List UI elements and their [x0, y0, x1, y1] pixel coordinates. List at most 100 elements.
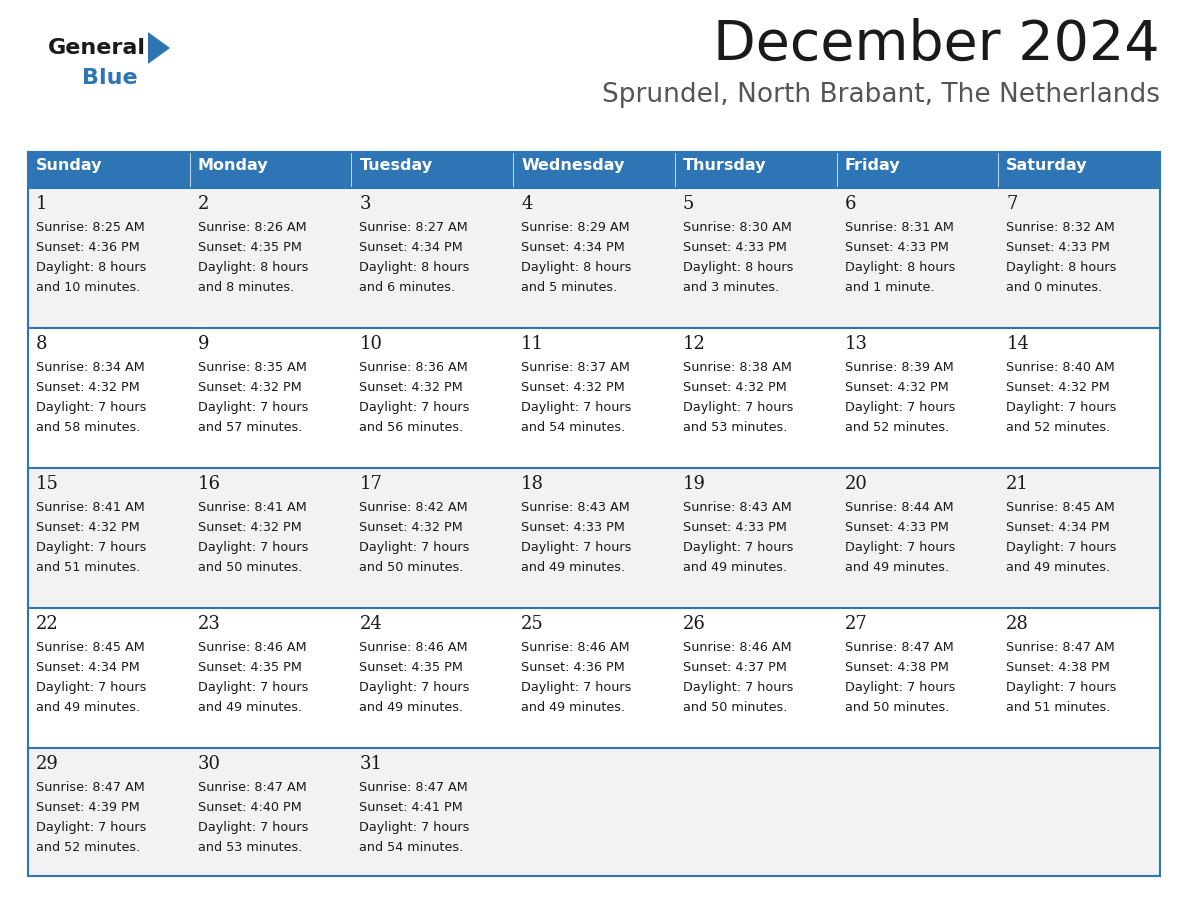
Text: Daylight: 7 hours: Daylight: 7 hours [683, 541, 794, 554]
Text: 18: 18 [522, 475, 544, 493]
Text: Daylight: 7 hours: Daylight: 7 hours [360, 401, 469, 414]
Text: and 49 minutes.: and 49 minutes. [1006, 561, 1111, 574]
Text: and 53 minutes.: and 53 minutes. [683, 421, 788, 434]
Text: and 10 minutes.: and 10 minutes. [36, 281, 140, 294]
Text: 29: 29 [36, 755, 59, 773]
Text: and 51 minutes.: and 51 minutes. [36, 561, 140, 574]
Text: Daylight: 7 hours: Daylight: 7 hours [197, 821, 308, 834]
Text: Sunset: 4:41 PM: Sunset: 4:41 PM [360, 801, 463, 814]
Text: Sunrise: 8:46 AM: Sunrise: 8:46 AM [522, 641, 630, 654]
Text: General: General [48, 38, 146, 58]
Text: and 50 minutes.: and 50 minutes. [683, 701, 788, 714]
Text: Daylight: 7 hours: Daylight: 7 hours [36, 821, 146, 834]
Text: Sunrise: 8:44 AM: Sunrise: 8:44 AM [845, 501, 953, 514]
Text: Daylight: 7 hours: Daylight: 7 hours [683, 401, 794, 414]
Text: Sunset: 4:32 PM: Sunset: 4:32 PM [197, 381, 302, 394]
Text: Sunset: 4:32 PM: Sunset: 4:32 PM [1006, 381, 1110, 394]
Text: Sunset: 4:33 PM: Sunset: 4:33 PM [845, 521, 948, 534]
Text: 21: 21 [1006, 475, 1029, 493]
Bar [29, 748, 1159, 876]
Text: Daylight: 7 hours: Daylight: 7 hours [360, 821, 469, 834]
Text: Sunrise: 8:26 AM: Sunrise: 8:26 AM [197, 221, 307, 234]
Text: Friday: Friday [845, 158, 901, 173]
Text: and 49 minutes.: and 49 minutes. [845, 561, 949, 574]
Text: Daylight: 7 hours: Daylight: 7 hours [522, 541, 632, 554]
Text: and 49 minutes.: and 49 minutes. [522, 701, 625, 714]
Text: Sunset: 4:35 PM: Sunset: 4:35 PM [360, 661, 463, 674]
Text: 25: 25 [522, 615, 544, 633]
Text: Sunset: 4:35 PM: Sunset: 4:35 PM [197, 241, 302, 254]
Text: 5: 5 [683, 195, 694, 213]
Text: and 50 minutes.: and 50 minutes. [360, 561, 463, 574]
Bar [190, 152, 352, 188]
Text: 15: 15 [36, 475, 59, 493]
Text: December 2024: December 2024 [713, 18, 1159, 72]
Text: Sunrise: 8:40 AM: Sunrise: 8:40 AM [1006, 361, 1116, 374]
Text: and 50 minutes.: and 50 minutes. [197, 561, 302, 574]
Text: 23: 23 [197, 615, 221, 633]
Text: Sunrise: 8:30 AM: Sunrise: 8:30 AM [683, 221, 791, 234]
Text: 4: 4 [522, 195, 532, 213]
Text: and 52 minutes.: and 52 minutes. [36, 841, 140, 854]
Text: 3: 3 [360, 195, 371, 213]
Text: Daylight: 8 hours: Daylight: 8 hours [360, 261, 469, 274]
Text: 16: 16 [197, 475, 221, 493]
Text: Daylight: 8 hours: Daylight: 8 hours [683, 261, 794, 274]
Text: Sunrise: 8:38 AM: Sunrise: 8:38 AM [683, 361, 791, 374]
Bar [836, 152, 998, 188]
Text: Daylight: 8 hours: Daylight: 8 hours [522, 261, 632, 274]
Text: Daylight: 7 hours: Daylight: 7 hours [36, 541, 146, 554]
Text: and 54 minutes.: and 54 minutes. [360, 841, 463, 854]
Text: Daylight: 8 hours: Daylight: 8 hours [845, 261, 955, 274]
Text: 1: 1 [36, 195, 48, 213]
Text: 9: 9 [197, 335, 209, 353]
Text: and 56 minutes.: and 56 minutes. [360, 421, 463, 434]
Text: Sunset: 4:33 PM: Sunset: 4:33 PM [1006, 241, 1110, 254]
Text: Blue: Blue [82, 68, 138, 88]
Text: and 52 minutes.: and 52 minutes. [1006, 421, 1111, 434]
Text: Sunrise: 8:46 AM: Sunrise: 8:46 AM [360, 641, 468, 654]
Bar [29, 608, 1159, 748]
Text: Sunset: 4:32 PM: Sunset: 4:32 PM [845, 381, 948, 394]
Bar [998, 152, 1159, 188]
Bar [352, 152, 513, 188]
Text: Sunrise: 8:29 AM: Sunrise: 8:29 AM [522, 221, 630, 234]
Text: and 3 minutes.: and 3 minutes. [683, 281, 779, 294]
Text: Sunset: 4:38 PM: Sunset: 4:38 PM [1006, 661, 1110, 674]
Text: 26: 26 [683, 615, 706, 633]
Text: 17: 17 [360, 475, 383, 493]
Text: and 0 minutes.: and 0 minutes. [1006, 281, 1102, 294]
Text: Daylight: 7 hours: Daylight: 7 hours [522, 681, 632, 694]
Text: Sunset: 4:33 PM: Sunset: 4:33 PM [683, 521, 786, 534]
Text: Sunrise: 8:47 AM: Sunrise: 8:47 AM [845, 641, 953, 654]
Text: Sprundel, North Brabant, The Netherlands: Sprundel, North Brabant, The Netherlands [602, 82, 1159, 108]
Text: Daylight: 7 hours: Daylight: 7 hours [360, 541, 469, 554]
Text: and 53 minutes.: and 53 minutes. [197, 841, 302, 854]
Text: 31: 31 [360, 755, 383, 773]
Text: Daylight: 7 hours: Daylight: 7 hours [197, 401, 308, 414]
Text: Sunset: 4:32 PM: Sunset: 4:32 PM [197, 521, 302, 534]
Text: Daylight: 7 hours: Daylight: 7 hours [1006, 541, 1117, 554]
Text: Sunrise: 8:47 AM: Sunrise: 8:47 AM [360, 781, 468, 794]
Text: Daylight: 7 hours: Daylight: 7 hours [683, 681, 794, 694]
Text: Daylight: 7 hours: Daylight: 7 hours [1006, 401, 1117, 414]
Text: and 49 minutes.: and 49 minutes. [360, 701, 463, 714]
Text: 7: 7 [1006, 195, 1018, 213]
Text: Sunrise: 8:25 AM: Sunrise: 8:25 AM [36, 221, 145, 234]
Text: Sunrise: 8:41 AM: Sunrise: 8:41 AM [36, 501, 145, 514]
Text: 20: 20 [845, 475, 867, 493]
Text: Sunset: 4:37 PM: Sunset: 4:37 PM [683, 661, 786, 674]
Text: 10: 10 [360, 335, 383, 353]
Text: and 57 minutes.: and 57 minutes. [197, 421, 302, 434]
Text: Sunset: 4:34 PM: Sunset: 4:34 PM [1006, 521, 1110, 534]
Text: and 8 minutes.: and 8 minutes. [197, 281, 293, 294]
Text: 2: 2 [197, 195, 209, 213]
Text: 28: 28 [1006, 615, 1029, 633]
Text: Daylight: 7 hours: Daylight: 7 hours [845, 681, 955, 694]
Text: Sunrise: 8:27 AM: Sunrise: 8:27 AM [360, 221, 468, 234]
Text: Wednesday: Wednesday [522, 158, 625, 173]
Text: Daylight: 7 hours: Daylight: 7 hours [197, 541, 308, 554]
Bar [29, 188, 1159, 328]
Text: Sunrise: 8:45 AM: Sunrise: 8:45 AM [36, 641, 145, 654]
Text: Sunset: 4:35 PM: Sunset: 4:35 PM [197, 661, 302, 674]
